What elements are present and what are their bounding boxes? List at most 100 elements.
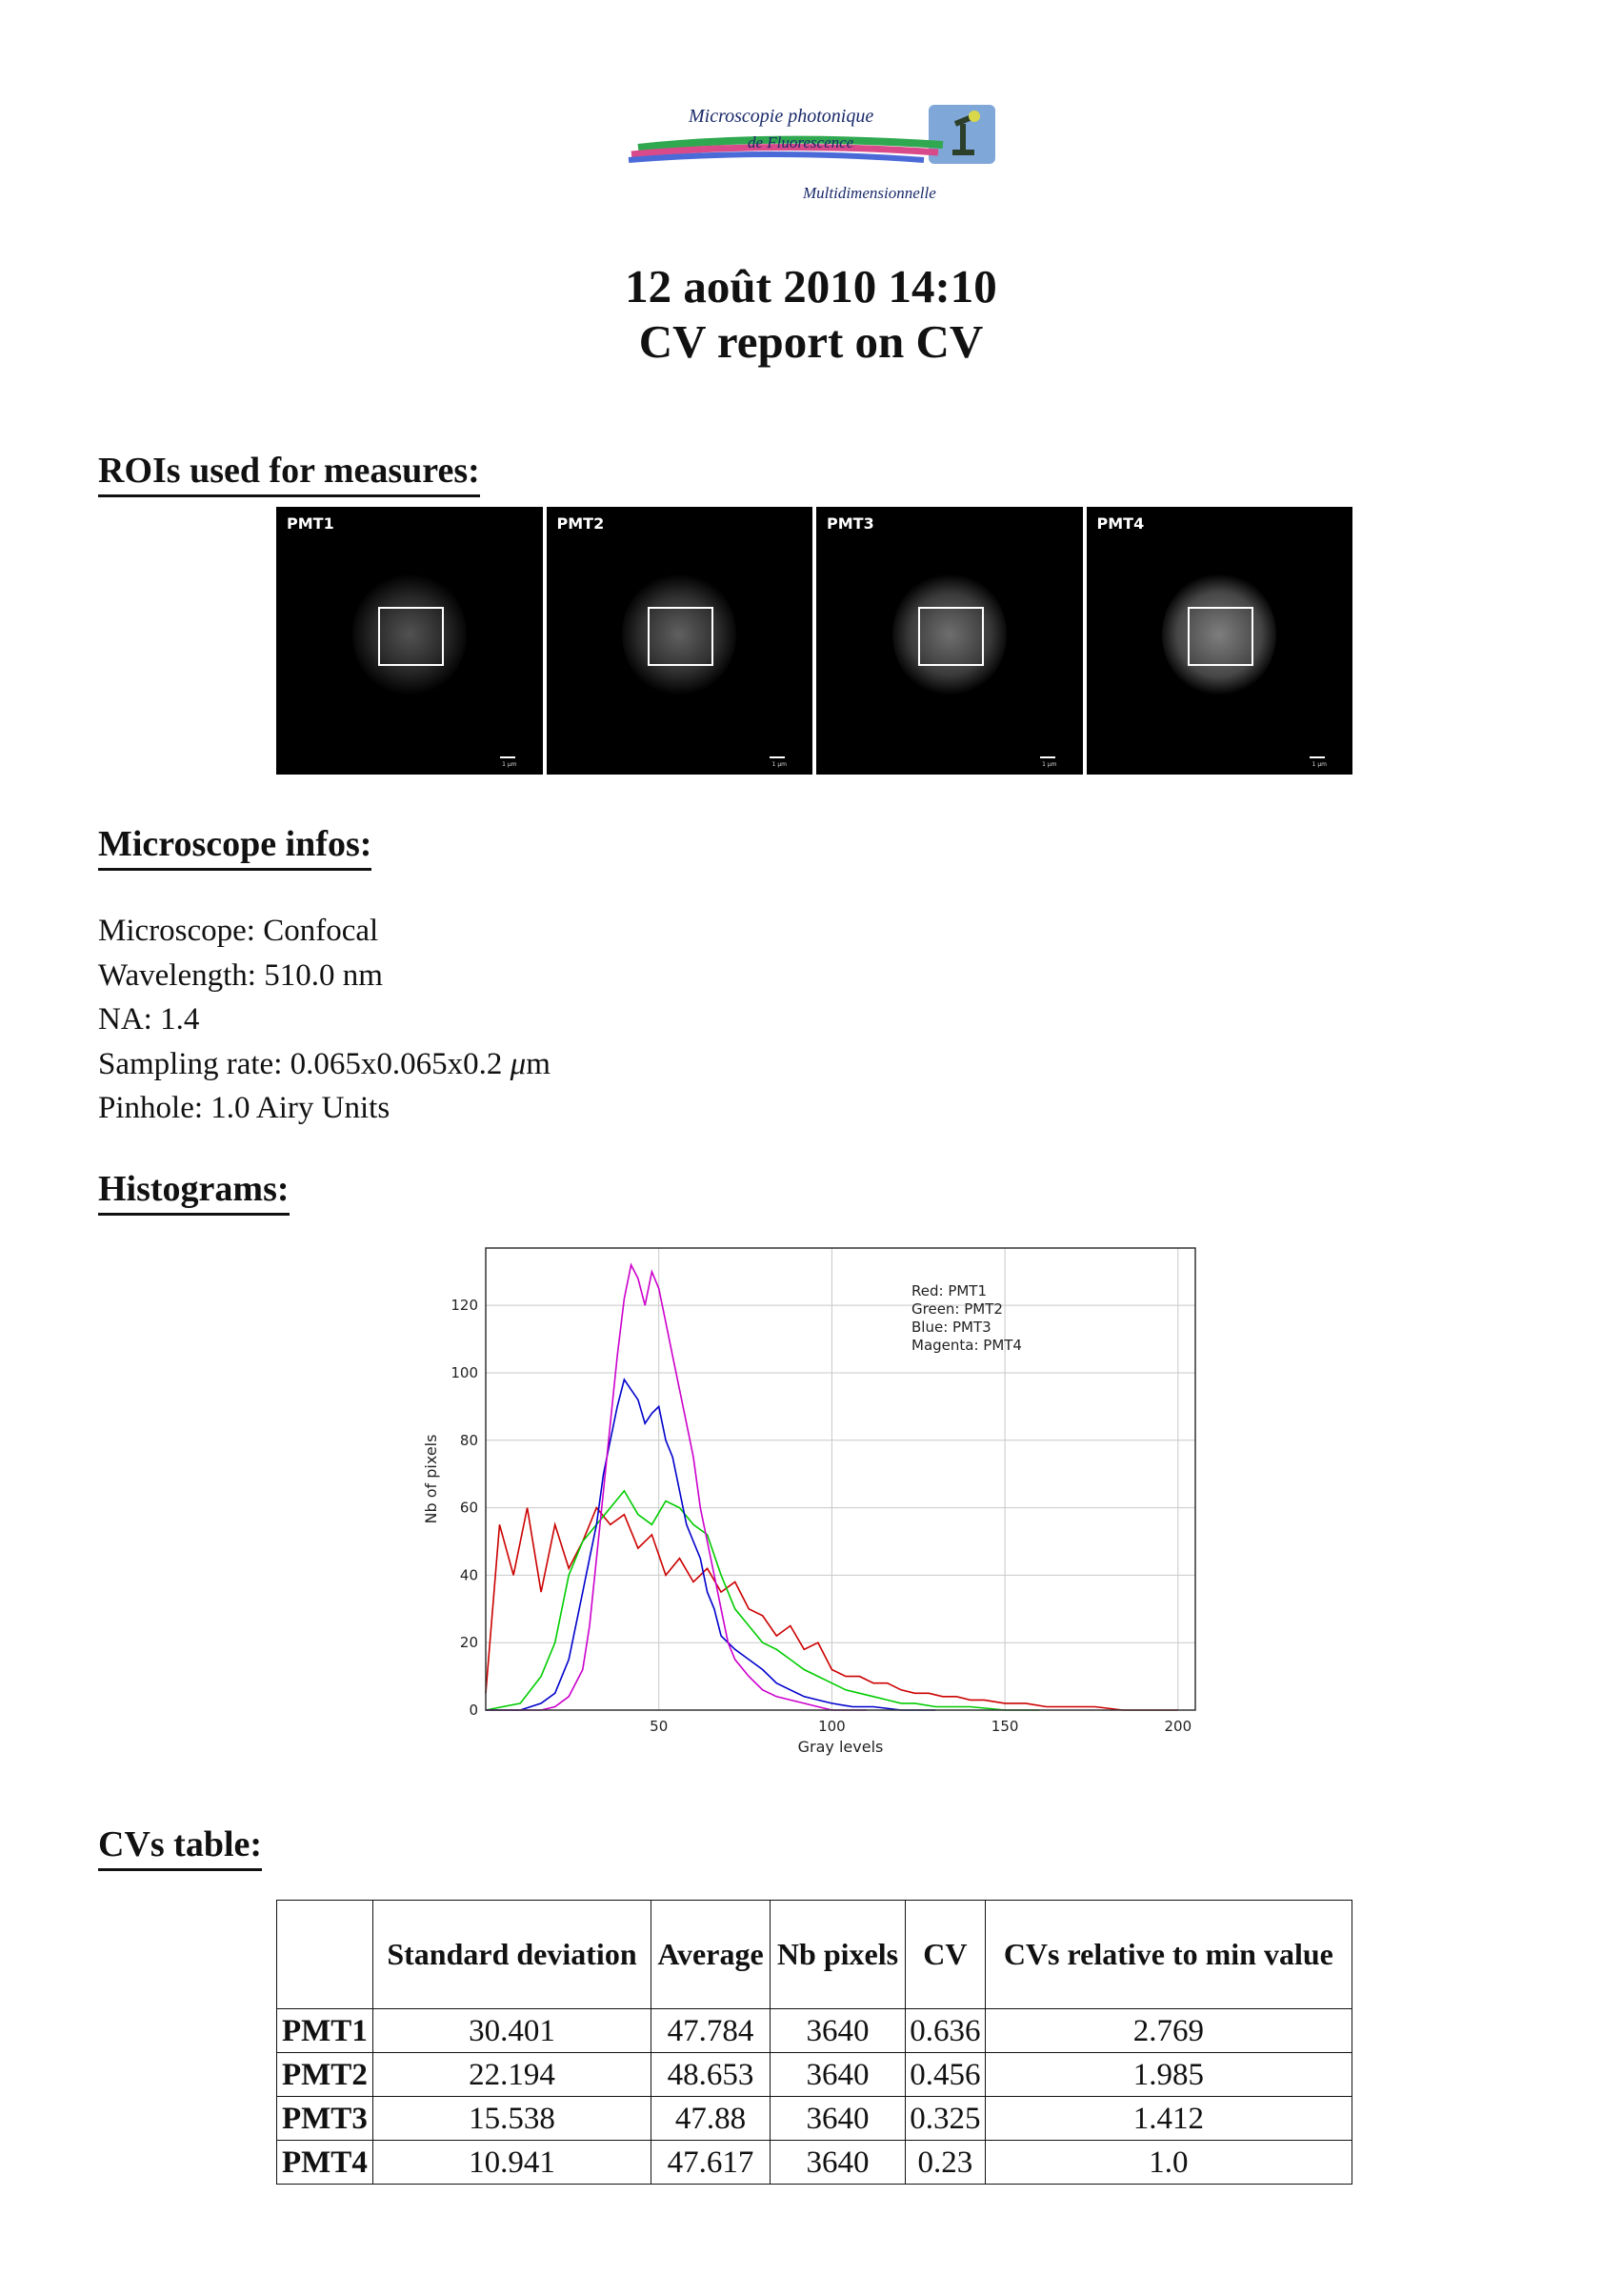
roi-tile-pmt2: PMT2 1 µm: [546, 507, 812, 775]
cv-table: Standard deviation Average Nb pixels CV …: [276, 1900, 1353, 2185]
scale-bar: [499, 756, 515, 758]
table-cell: 3640: [769, 2008, 907, 2053]
cvs-heading: CVs table:: [98, 1823, 263, 1871]
row-label: PMT2: [276, 2052, 373, 2097]
y-tick-label: 60: [460, 1500, 478, 1517]
legend-entry: Magenta: PMT4: [911, 1337, 1022, 1354]
row-label: PMT1: [276, 2008, 373, 2053]
microscope-wavelength: Wavelength: 510.0 nm: [98, 957, 383, 993]
column-header: CV: [905, 1900, 986, 2009]
roi-label: PMT3: [827, 514, 874, 533]
table-row: PMT3 15.538 47.88 3640 0.325 1.412: [276, 2096, 1353, 2141]
roi-spot: [351, 573, 467, 696]
scale-bar: [770, 756, 785, 758]
microscope-pinhole: Pinhole: 1.0 Airy Units: [98, 1091, 390, 1125]
scale-bar: [1310, 756, 1325, 758]
y-tick-label: 120: [451, 1297, 478, 1314]
plot-frame: [485, 1247, 1196, 1711]
scale-label: 1 µm: [771, 761, 787, 768]
microscope-heading: Microscope infos:: [98, 823, 372, 871]
report-date: 12 août 2010 14:10: [625, 260, 997, 312]
x-tick-label: 100: [818, 1718, 846, 1735]
column-header: [276, 1900, 373, 2009]
roi-rectangle: [377, 607, 444, 666]
table-cell: 1.985: [984, 2052, 1353, 2097]
legend-entry: Red: PMT1: [911, 1282, 987, 1299]
y-tick-label: 40: [460, 1566, 478, 1583]
sampling-unit-mu: μ: [510, 1046, 527, 1081]
histograms-heading: Histograms:: [98, 1168, 290, 1216]
series-line-pmt3: [486, 1378, 936, 1711]
column-header: Nb pixels: [769, 1900, 907, 2009]
column-header: Average: [651, 1900, 771, 2009]
table-cell: 10.941: [371, 2140, 652, 2185]
roi-rectangle: [648, 607, 714, 666]
scale-label: 1 µm: [1042, 761, 1057, 768]
table-row: PMT4 10.941 47.617 3640 0.23 1.0: [276, 2140, 1353, 2185]
microscope-type: Microscope: Confocal: [98, 914, 379, 948]
table-header-row: Standard deviation Average Nb pixels CV …: [276, 1900, 1353, 2009]
row-label: PMT3: [276, 2096, 373, 2141]
logo-line1: Microscopie photonique: [688, 106, 873, 127]
table-row: PMT1 30.401 47.784 3640 0.636 2.769: [276, 2008, 1353, 2053]
table-cell: 3640: [769, 2052, 907, 2097]
table-cell: 0.456: [905, 2052, 986, 2097]
roi-strip: PMT1 1 µm PMT2 1 µm PMT3 1 µm PMT4 1 µm: [276, 507, 1352, 775]
scale-bar: [1039, 756, 1055, 758]
report-title: CV report on CV: [638, 315, 984, 368]
table-cell: 2.769: [984, 2008, 1353, 2053]
logo-line2: de Fluorescence: [748, 133, 854, 151]
microscope-na: NA: 1.4: [98, 1002, 200, 1037]
table-cell: 47.88: [651, 2096, 771, 2141]
table-cell: 1.0: [984, 2140, 1353, 2185]
x-tick-label: 150: [991, 1718, 1019, 1735]
legend-entry: Green: PMT2: [911, 1300, 1003, 1318]
table-row: PMT2 22.194 48.653 3640 0.456 1.985: [276, 2052, 1353, 2097]
y-tick-label: 100: [451, 1364, 478, 1381]
column-header: CVs relative to min value: [984, 1900, 1353, 2009]
roi-spot: [891, 573, 1007, 696]
table-cell: 30.401: [371, 2008, 652, 2053]
legend-entry: Blue: PMT3: [911, 1319, 991, 1336]
table-cell: 47.617: [651, 2140, 771, 2185]
column-header: Standard deviation: [371, 1900, 652, 2009]
roi-label: PMT2: [556, 514, 605, 533]
sampling-value: Sampling rate: 0.065x0.065x0.2: [98, 1046, 511, 1081]
x-axis-label: Gray levels: [798, 1738, 884, 1756]
scale-label: 1 µm: [502, 761, 517, 768]
table-cell: 22.194: [371, 2052, 652, 2097]
microscope-sampling: Sampling rate: 0.065x0.065x0.2 μm: [98, 1042, 551, 1087]
y-tick-label: 80: [460, 1432, 478, 1449]
histogram-chart: 50 100 150 200 0 20 40 60 80 100 120 Gray levels Nb …: [422, 1247, 1196, 1756]
table-cell: 3640: [769, 2140, 907, 2185]
series-line-pmt2: [485, 1489, 1040, 1711]
table-cell: 0.325: [905, 2096, 986, 2141]
scale-label: 1 µm: [1312, 761, 1327, 768]
roi-label: PMT1: [287, 514, 334, 533]
roi-tile-pmt1: PMT1 1 µm: [276, 507, 543, 775]
table-cell: 0.23: [905, 2140, 986, 2185]
table-cell: 0.636: [905, 2008, 986, 2053]
mpfm-logo: Microscopie photonique de Fluorescence M…: [628, 105, 995, 202]
rois-heading: ROIs used for measures:: [98, 450, 480, 497]
table-cell: 15.538: [371, 2096, 652, 2141]
roi-tile-pmt4: PMT4 1 µm: [1086, 507, 1352, 775]
table-cell: 47.784: [651, 2008, 771, 2053]
series-line-pmt1: [485, 1506, 1178, 1711]
sampling-unit-m: m: [526, 1046, 551, 1081]
plot-background: [486, 1248, 1195, 1710]
logo-line3: Multidimensionnelle: [802, 184, 936, 202]
roi-rectangle: [917, 607, 984, 666]
microscope-info: Microscope: Confocal Wavelength: 510.0 n…: [98, 909, 551, 1131]
table-cell: 3640: [769, 2096, 907, 2141]
y-tick-label: 20: [460, 1634, 478, 1651]
series-line-pmt4: [486, 1262, 867, 1711]
row-label: PMT4: [276, 2140, 373, 2185]
roi-tile-pmt3: PMT3 1 µm: [816, 507, 1083, 775]
x-tick-label: 200: [1165, 1718, 1192, 1735]
roi-label: PMT4: [1096, 514, 1145, 533]
x-tick-label: 50: [650, 1718, 668, 1735]
roi-rectangle: [1188, 607, 1254, 666]
y-axis-label: Nb of pixels: [422, 1435, 440, 1524]
roi-spot: [622, 573, 737, 696]
